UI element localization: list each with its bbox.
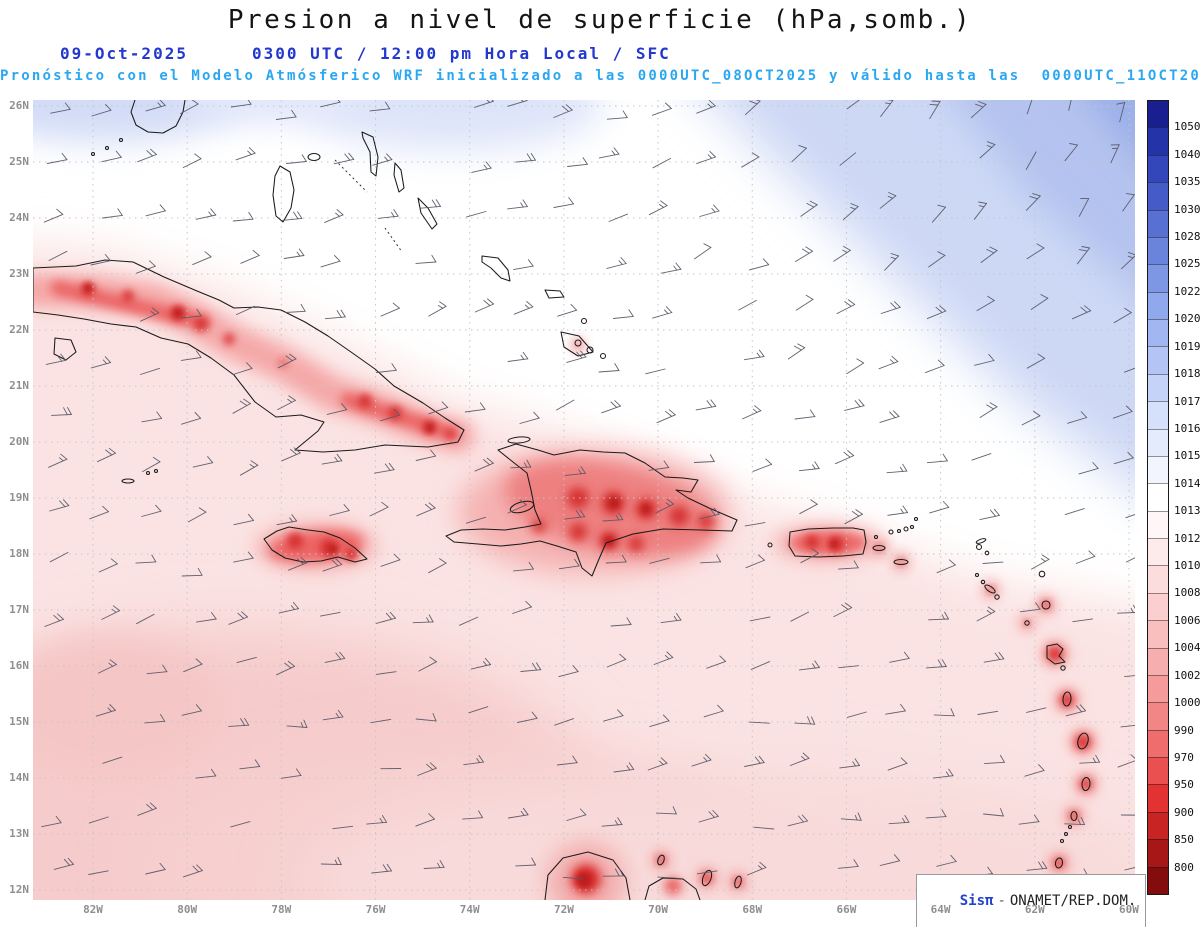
lon-label: 80W bbox=[177, 903, 198, 916]
colorbar-cell bbox=[1148, 620, 1168, 648]
colorbar-label: 850 bbox=[1174, 833, 1194, 847]
colorbar-label: 1004 bbox=[1174, 641, 1200, 655]
colorbar-label: 1028 bbox=[1174, 230, 1200, 244]
colorbar-label: 1002 bbox=[1174, 668, 1200, 682]
colorbar-cell bbox=[1148, 455, 1168, 484]
colorbar-label: 1020 bbox=[1174, 312, 1200, 326]
lat-label: 24N bbox=[9, 211, 29, 224]
colorbar-label: 1035 bbox=[1174, 175, 1200, 189]
colorbar-cell bbox=[1148, 154, 1168, 183]
watermark-org: ONAMET/REP.DOM. bbox=[1009, 893, 1137, 909]
colorbar-cell bbox=[1148, 291, 1168, 319]
colorbar-cell bbox=[1148, 866, 1168, 894]
time-utc-local-label: 0300 UTC / 12:00 pm Hora Local / SFC bbox=[252, 44, 671, 63]
lat-label: 15N bbox=[9, 715, 29, 728]
colorbar-cell bbox=[1148, 811, 1168, 840]
colorbar-cell bbox=[1148, 373, 1168, 402]
colorbar-label: 1008 bbox=[1174, 586, 1200, 600]
lat-label: 14N bbox=[9, 771, 29, 784]
lat-label: 21N bbox=[9, 379, 29, 392]
colorbar-label: 970 bbox=[1174, 750, 1194, 764]
map-canvas bbox=[33, 100, 1135, 900]
colorbar-label: 1050 bbox=[1174, 120, 1200, 134]
colorbar-label: 1006 bbox=[1174, 613, 1200, 627]
colorbar-label: 1018 bbox=[1174, 367, 1200, 381]
colorbar-label: 1022 bbox=[1174, 284, 1200, 298]
colorbar-cell bbox=[1148, 428, 1168, 456]
colorbar-cell bbox=[1148, 674, 1168, 703]
colorbar-label: 1030 bbox=[1174, 202, 1200, 216]
colorbar-label: 1013 bbox=[1174, 504, 1200, 518]
lat-label: 23N bbox=[9, 267, 29, 280]
lon-label: 60W bbox=[1119, 903, 1139, 916]
watermark-separator: - bbox=[997, 893, 1006, 909]
colorbar-cell bbox=[1148, 483, 1168, 511]
colorbar-label: 1012 bbox=[1174, 531, 1200, 545]
watermark-brand: Sisπ bbox=[959, 893, 994, 909]
colorbar-label: 1019 bbox=[1174, 339, 1200, 353]
colorbar-label: 900 bbox=[1174, 805, 1194, 819]
colorbar-cell bbox=[1148, 538, 1168, 566]
colorbar-label: 1014 bbox=[1174, 476, 1200, 490]
colorbar-cell bbox=[1148, 182, 1168, 210]
coastlines bbox=[33, 100, 1091, 900]
lat-label: 18N bbox=[9, 547, 29, 560]
colorbar-label: 1010 bbox=[1174, 559, 1200, 573]
lat-label: 12N bbox=[9, 883, 29, 896]
colorbar-cell bbox=[1148, 647, 1168, 675]
pressure-shading bbox=[33, 100, 1135, 900]
lat-label: 13N bbox=[9, 827, 29, 840]
colorbar-label: 800 bbox=[1174, 860, 1194, 874]
lat-label: 25N bbox=[9, 155, 29, 168]
colorbar-cell bbox=[1148, 702, 1168, 730]
colorbar-label: 1025 bbox=[1174, 257, 1200, 271]
colorbar-cell bbox=[1148, 264, 1168, 292]
colorbar-cell bbox=[1148, 565, 1168, 593]
colorbar-cell bbox=[1148, 784, 1168, 812]
wind-barbs bbox=[41, 100, 1135, 880]
lon-label: 64W bbox=[930, 903, 951, 916]
watermark-box: Sisπ - ONAMET/REP.DOM. bbox=[916, 874, 1147, 927]
lon-label: 68W bbox=[742, 903, 763, 916]
colorbar-label: 990 bbox=[1174, 723, 1194, 737]
lat-label: 20N bbox=[9, 435, 29, 448]
lon-label: 74W bbox=[459, 903, 480, 916]
colorbar-label: 1040 bbox=[1174, 147, 1200, 161]
colorbar-label: 1015 bbox=[1174, 449, 1200, 463]
page-title: Presion a nivel de superficie (hPa,somb.… bbox=[227, 5, 973, 35]
colorbar-cell bbox=[1148, 346, 1168, 374]
lon-label: 76W bbox=[365, 903, 386, 916]
lon-label: 70W bbox=[648, 903, 669, 916]
lon-label: 82W bbox=[83, 903, 103, 916]
lat-label: 22N bbox=[9, 323, 29, 336]
date-label: 09-Oct-2025 bbox=[60, 44, 188, 63]
colorbar-label: 950 bbox=[1174, 778, 1194, 792]
lat-label: 16N bbox=[9, 659, 29, 672]
colorbar-cell bbox=[1148, 757, 1168, 785]
colorbar-cell bbox=[1148, 101, 1168, 128]
lon-label: 66W bbox=[836, 903, 857, 916]
lat-label: 19N bbox=[9, 491, 29, 504]
lon-label: 62W bbox=[1024, 903, 1045, 916]
colorbar-label: 1017 bbox=[1174, 394, 1200, 408]
lat-label: 26N bbox=[9, 99, 29, 112]
colorbar-cell bbox=[1148, 510, 1168, 538]
lon-label: 78W bbox=[271, 903, 292, 916]
colorbar bbox=[1147, 100, 1169, 895]
colorbar-cell bbox=[1148, 209, 1168, 237]
colorbar-label: 1000 bbox=[1174, 696, 1200, 710]
colorbar-label: 1016 bbox=[1174, 421, 1200, 435]
forecast-subtitle: Pronóstico con el Modelo Atmósferico WRF… bbox=[0, 68, 1200, 84]
colorbar-cell bbox=[1148, 729, 1168, 757]
lat-label: 17N bbox=[9, 603, 29, 616]
lon-label: 72W bbox=[553, 903, 574, 916]
colorbar-cell bbox=[1148, 236, 1168, 265]
colorbar-cell bbox=[1148, 127, 1168, 155]
colorbar-cell bbox=[1148, 592, 1168, 621]
colorbar-cell bbox=[1148, 401, 1168, 429]
colorbar-cell bbox=[1148, 839, 1168, 867]
colorbar-cell bbox=[1148, 319, 1168, 347]
